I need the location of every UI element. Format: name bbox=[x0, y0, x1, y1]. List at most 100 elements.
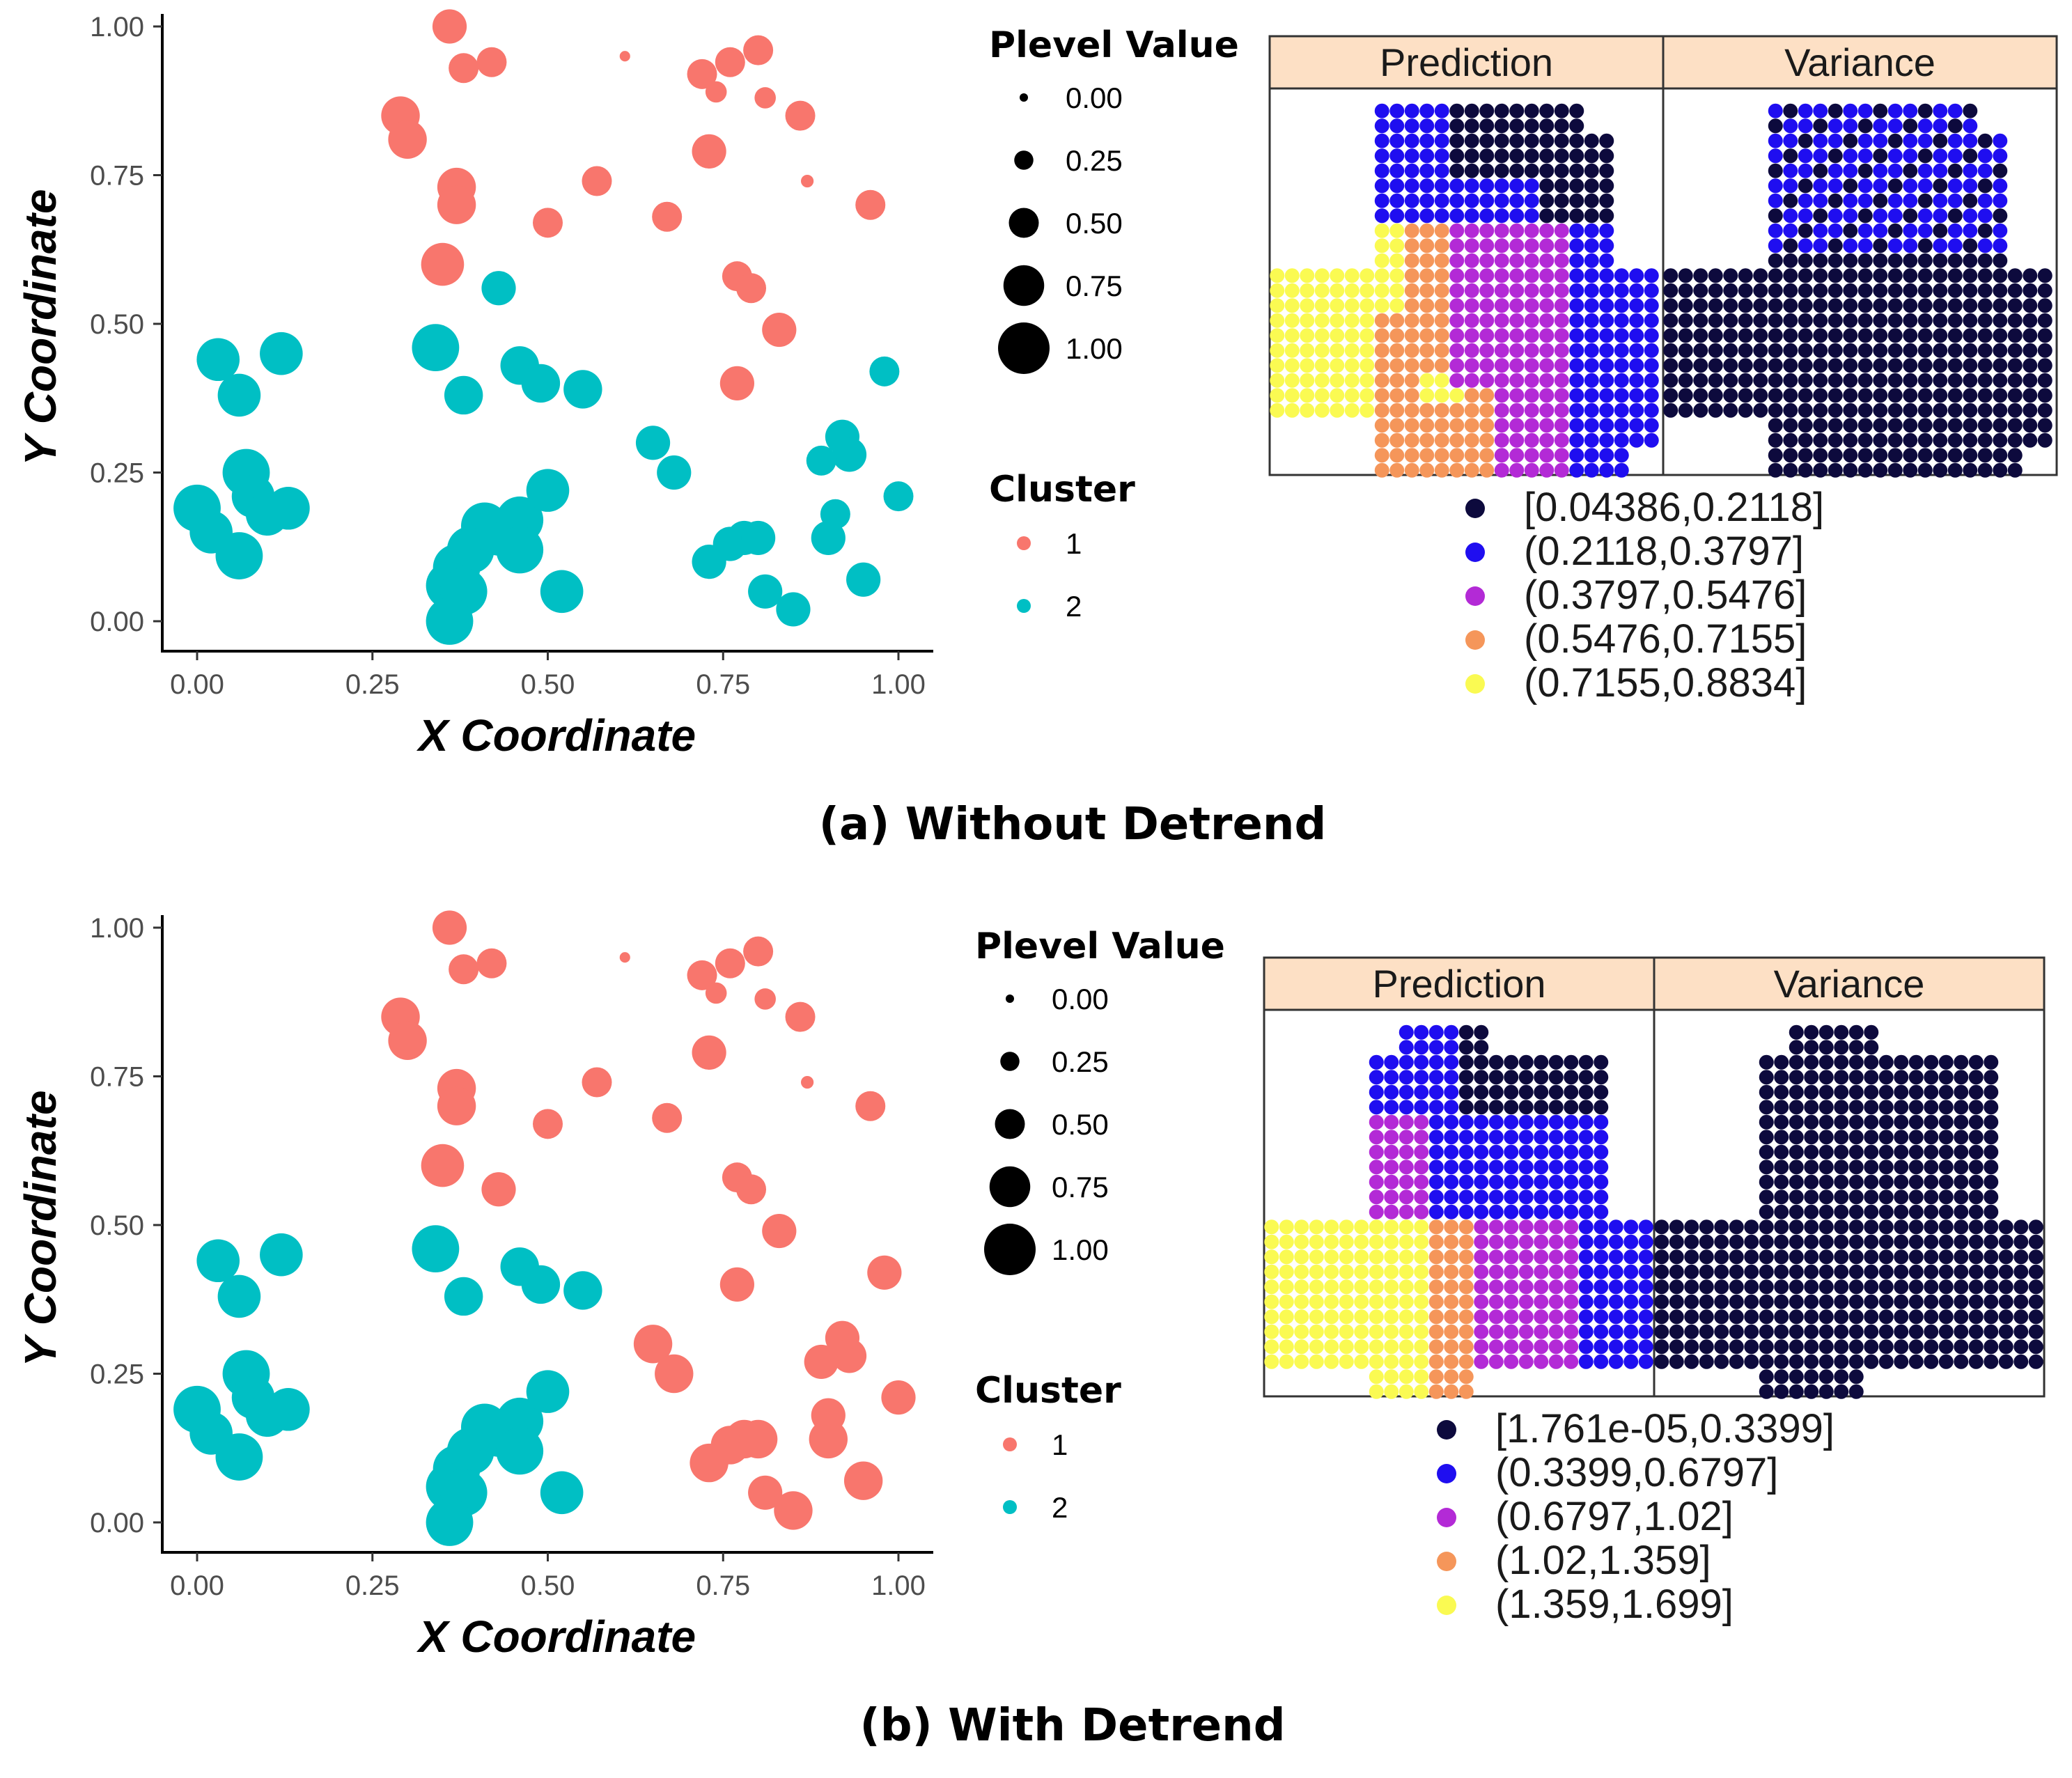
map-cell-variance bbox=[1933, 163, 1948, 178]
map-cell-prediction bbox=[1554, 103, 1569, 118]
map-cell-variance bbox=[1984, 1144, 1999, 1160]
map-cell-variance bbox=[1768, 163, 1783, 178]
map-cell-variance bbox=[1828, 118, 1843, 134]
map-cell-variance bbox=[1977, 148, 1993, 164]
map-cell-prediction bbox=[1554, 133, 1569, 148]
map-cell-prediction bbox=[1474, 1234, 1489, 1249]
bin-legend-key bbox=[1465, 543, 1485, 562]
map-cell-prediction bbox=[1524, 118, 1539, 134]
map-cell-variance bbox=[2007, 328, 2023, 343]
map-cell-prediction bbox=[1524, 388, 1539, 403]
map-cell-variance bbox=[1864, 1114, 1879, 1130]
map-cell-variance bbox=[1753, 403, 1768, 418]
map-cell-variance bbox=[1963, 432, 1978, 448]
map-cell-prediction bbox=[1330, 283, 1345, 298]
map-cell-variance bbox=[1947, 388, 1963, 403]
map-cell-prediction bbox=[1428, 1264, 1444, 1279]
map-cell-variance bbox=[1684, 1249, 1699, 1265]
map-cell-variance bbox=[1828, 403, 1843, 418]
map-cell-prediction bbox=[1419, 223, 1435, 238]
map-cell-prediction bbox=[1374, 298, 1389, 313]
map-cell-prediction bbox=[1644, 298, 1659, 313]
map-cell-variance bbox=[1977, 238, 1993, 254]
bin-legend-key bbox=[1465, 630, 1485, 650]
map-cell-variance bbox=[1848, 1054, 1864, 1070]
map-cell-prediction bbox=[1419, 358, 1435, 373]
map-cell-prediction bbox=[1428, 1324, 1444, 1339]
map-cell-variance bbox=[1873, 358, 1888, 373]
map-cell-prediction bbox=[1449, 283, 1465, 298]
map-cell-variance bbox=[1984, 1190, 1999, 1205]
map-cell-prediction bbox=[1614, 313, 1629, 328]
map-cell-prediction bbox=[1374, 103, 1389, 118]
data-point-cluster-2 bbox=[540, 570, 584, 614]
map-cell-variance bbox=[1917, 328, 1933, 343]
map-cell-variance bbox=[1924, 1234, 1939, 1249]
map-cell-prediction bbox=[1554, 448, 1569, 463]
map-cell-prediction bbox=[1399, 1144, 1414, 1160]
map-cell-variance bbox=[1843, 448, 1858, 463]
map-cell-variance bbox=[1744, 1219, 1759, 1235]
map-cell-variance bbox=[1759, 1369, 1774, 1385]
map-cell-prediction bbox=[1389, 238, 1405, 254]
map-cell-variance bbox=[1917, 313, 1933, 328]
map-cell-variance bbox=[1684, 1279, 1699, 1295]
map-cell-prediction bbox=[1354, 1249, 1369, 1265]
map-cell-prediction bbox=[1548, 1354, 1564, 1369]
map-cell-variance bbox=[1848, 1114, 1864, 1130]
map-cell-prediction bbox=[1534, 1160, 1549, 1175]
map-cell-prediction bbox=[1534, 1070, 1549, 1085]
map-cell-prediction bbox=[1389, 388, 1405, 403]
map-cell-variance bbox=[1759, 1190, 1774, 1205]
map-cell-variance bbox=[1843, 388, 1858, 403]
map-cell-prediction bbox=[1509, 418, 1525, 433]
map-cell-prediction bbox=[1309, 1324, 1324, 1339]
map-cell-prediction bbox=[1539, 358, 1555, 373]
map-cell-variance bbox=[1933, 148, 1948, 164]
map-cell-variance bbox=[1663, 328, 1678, 343]
map-cell-variance bbox=[1774, 1054, 1789, 1070]
map-cell-variance bbox=[1938, 1234, 1954, 1249]
map-cell-variance bbox=[1738, 283, 1753, 298]
map-cell-variance bbox=[1917, 208, 1933, 224]
map-cell-variance bbox=[1938, 1174, 1954, 1190]
map-cell-variance bbox=[1813, 462, 1828, 478]
map-cell-prediction bbox=[1584, 208, 1599, 224]
map-cell-prediction bbox=[1389, 148, 1405, 164]
map-cell-prediction bbox=[1564, 1084, 1579, 1100]
map-cell-prediction bbox=[1300, 403, 1315, 418]
size-legend-label: 0.50 bbox=[1052, 1108, 1109, 1141]
map-cell-prediction bbox=[1564, 1324, 1579, 1339]
map-cell-prediction bbox=[1309, 1309, 1324, 1325]
map-cell-variance bbox=[1848, 1384, 1864, 1399]
map-cell-prediction bbox=[1608, 1324, 1623, 1339]
map-cell-prediction bbox=[1458, 1249, 1474, 1265]
map-cell-variance bbox=[1938, 1054, 1954, 1070]
data-point-cluster-2 bbox=[748, 574, 783, 609]
map-cell-variance bbox=[1693, 388, 1708, 403]
map-cell-prediction bbox=[1534, 1279, 1549, 1295]
data-point-cluster-1 bbox=[719, 1267, 754, 1302]
data-point-cluster-1 bbox=[533, 208, 563, 238]
map-cell-prediction bbox=[1524, 103, 1539, 118]
map-cell-variance bbox=[1813, 163, 1828, 178]
map-cell-prediction bbox=[1458, 1144, 1474, 1160]
map-cell-variance bbox=[2037, 268, 2052, 283]
map-cell-prediction bbox=[1584, 373, 1599, 388]
map-cell-prediction bbox=[1578, 1114, 1594, 1130]
cluster-legend-key bbox=[1017, 599, 1031, 613]
map-cell-prediction bbox=[1444, 1204, 1459, 1219]
map-cell-variance bbox=[1894, 1339, 1909, 1355]
map-cell-prediction bbox=[1599, 238, 1614, 254]
map-cell-variance bbox=[1873, 328, 1888, 343]
map-cell-prediction bbox=[1479, 403, 1495, 418]
map-cell-prediction bbox=[1644, 283, 1659, 298]
map-cell-variance bbox=[1873, 208, 1888, 224]
map-cell-prediction bbox=[1374, 418, 1389, 433]
map-cell-prediction bbox=[1279, 1294, 1294, 1309]
map-cell-variance bbox=[1887, 148, 1903, 164]
map-cell-prediction bbox=[1369, 1204, 1384, 1219]
map-cell-prediction bbox=[1300, 268, 1315, 283]
map-cell-variance bbox=[1663, 283, 1678, 298]
map-cell-variance bbox=[1848, 1040, 1864, 1055]
